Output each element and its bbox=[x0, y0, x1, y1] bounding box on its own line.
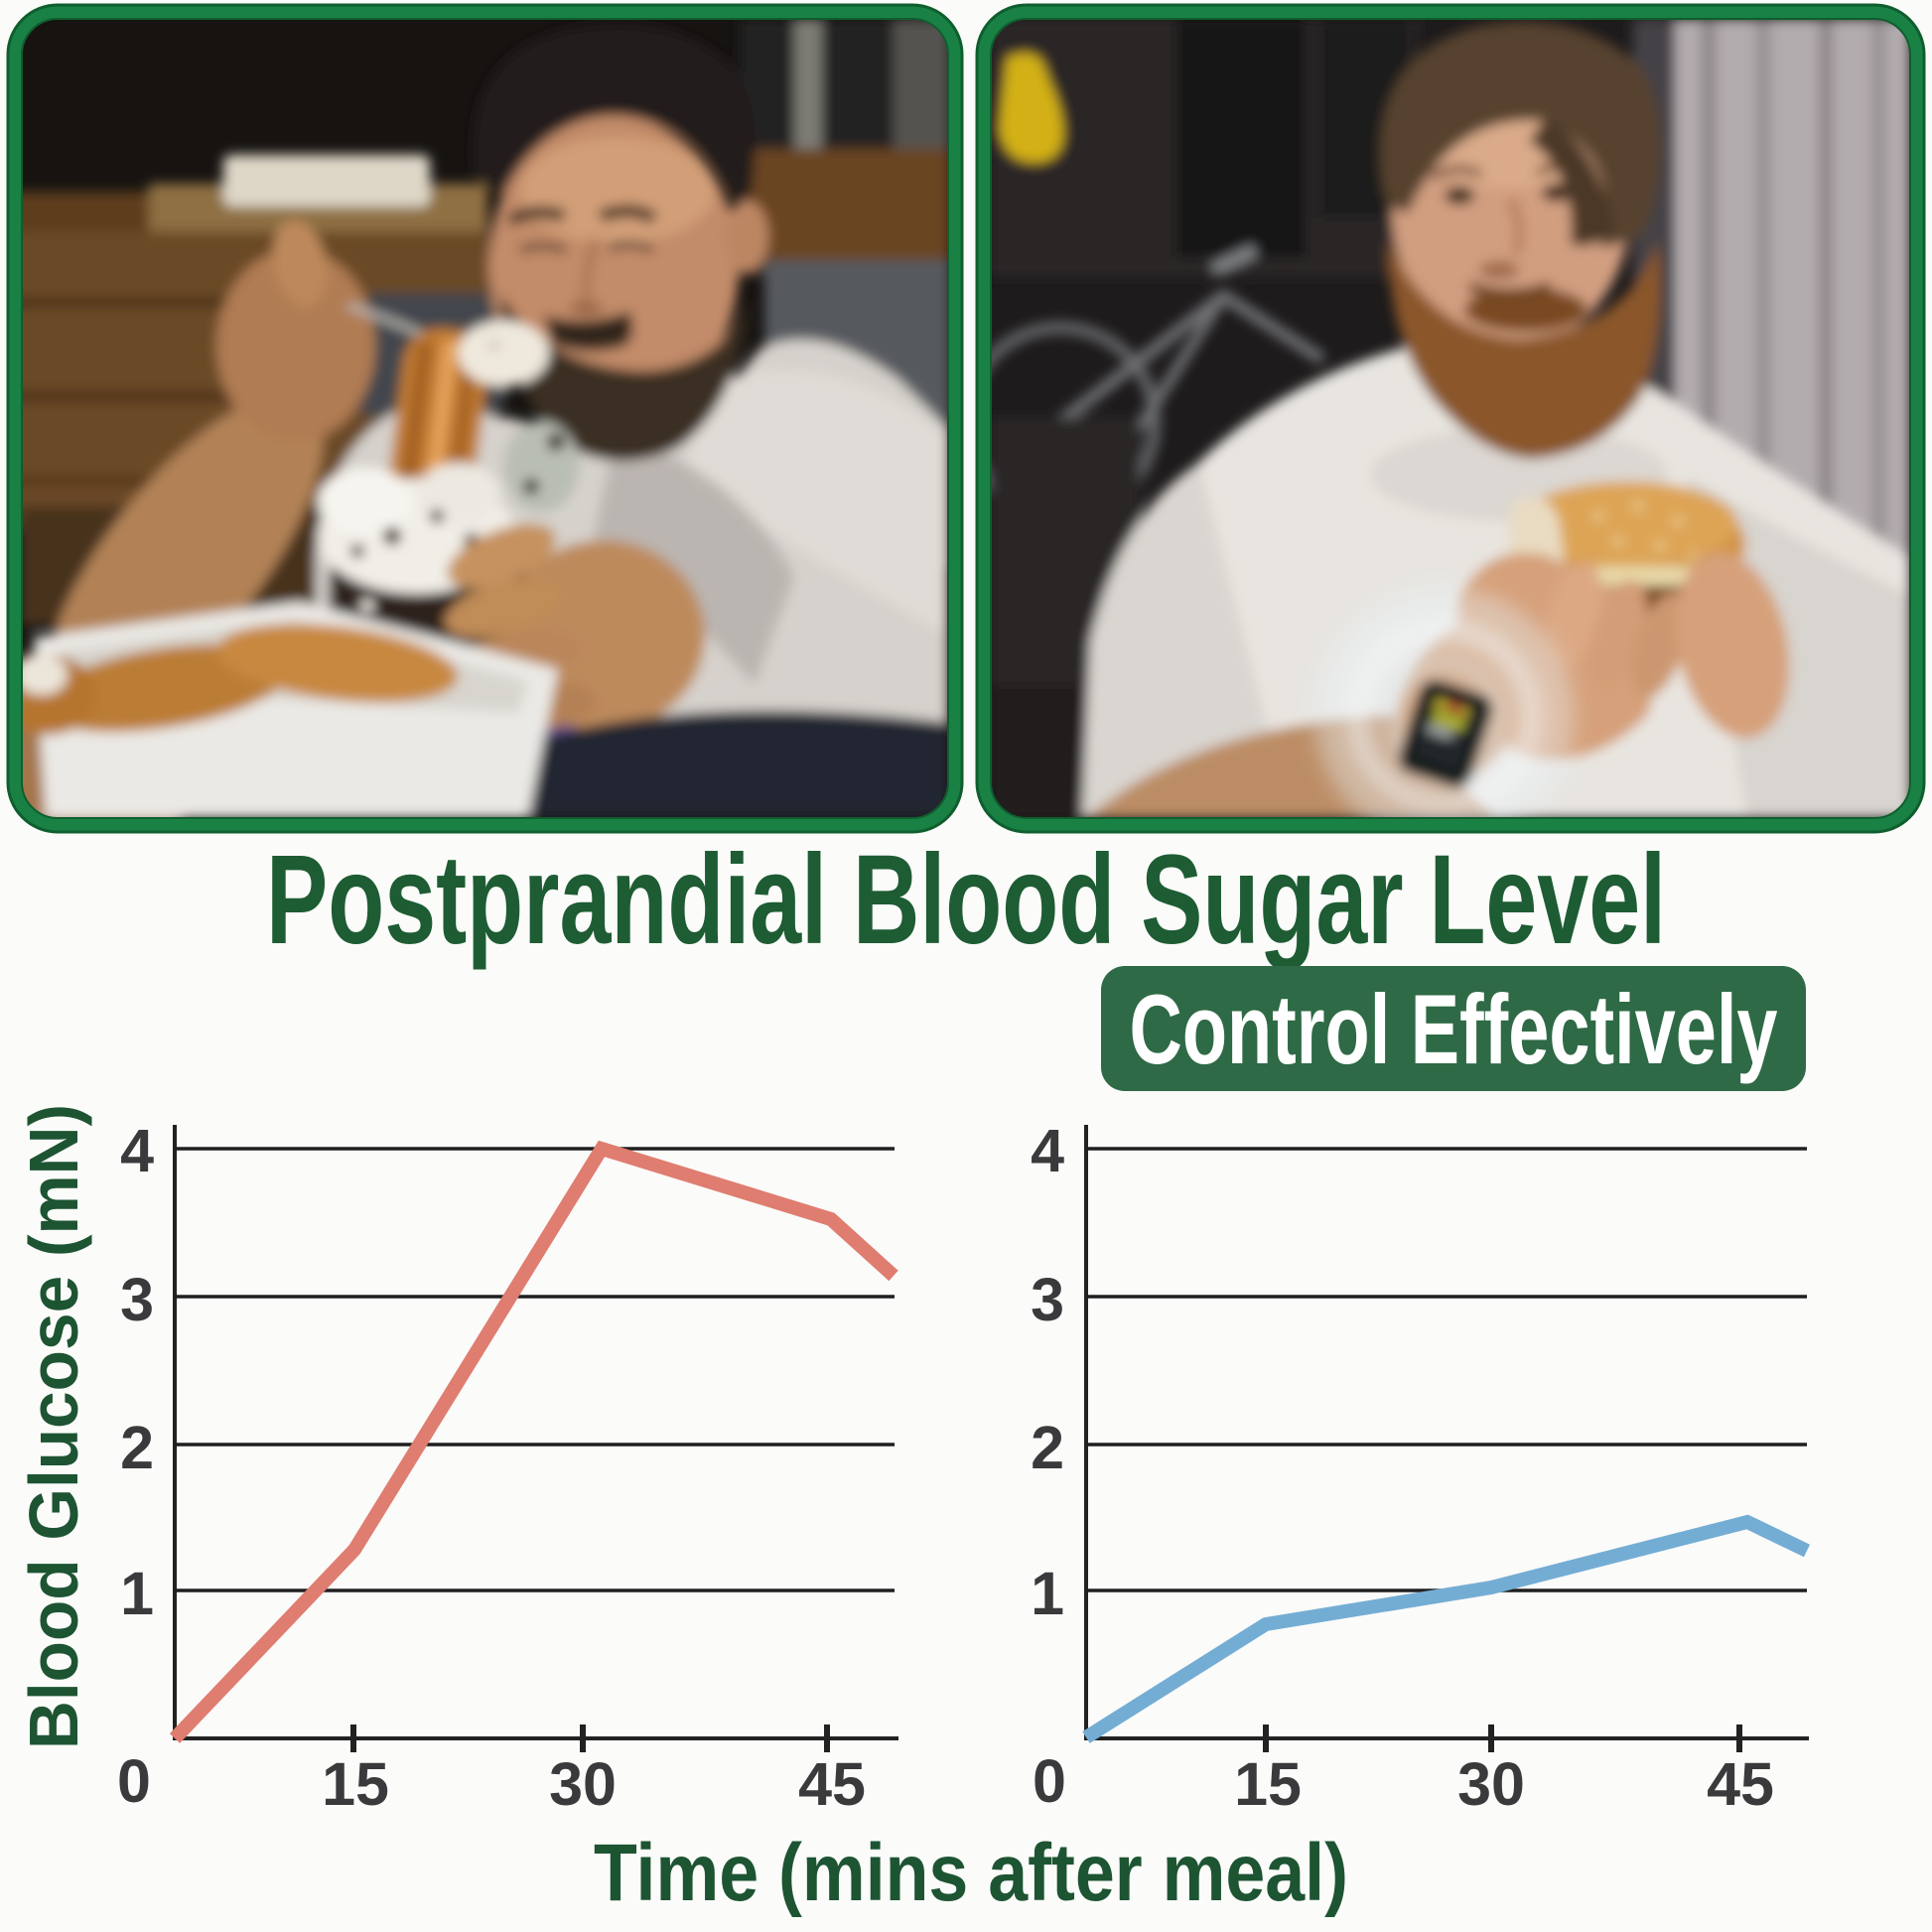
svg-text:3: 3 bbox=[120, 1266, 154, 1333]
svg-text:Blood Glucose (mN): Blood Glucose (mN) bbox=[15, 1104, 92, 1749]
svg-text:Control Effectively: Control Effectively bbox=[1130, 974, 1778, 1084]
svg-text:Postprandial Blood Sugar Level: Postprandial Blood Sugar Level bbox=[266, 829, 1666, 971]
svg-text:15: 15 bbox=[1234, 1750, 1302, 1818]
svg-text:45: 45 bbox=[798, 1750, 866, 1818]
svg-text:2: 2 bbox=[1031, 1414, 1064, 1481]
svg-text:0: 0 bbox=[1033, 1747, 1066, 1815]
svg-text:4: 4 bbox=[120, 1117, 154, 1184]
svg-text:Time (mins after meal): Time (mins after meal) bbox=[594, 1828, 1348, 1918]
svg-text:30: 30 bbox=[1457, 1750, 1525, 1818]
svg-text:4: 4 bbox=[1031, 1117, 1064, 1184]
svg-text:2: 2 bbox=[120, 1414, 154, 1481]
svg-text:0: 0 bbox=[117, 1747, 151, 1815]
svg-text:1: 1 bbox=[120, 1560, 154, 1627]
svg-text:15: 15 bbox=[322, 1750, 389, 1818]
svg-text:1: 1 bbox=[1031, 1560, 1064, 1627]
svg-text:45: 45 bbox=[1707, 1750, 1774, 1818]
svg-text:30: 30 bbox=[549, 1750, 617, 1818]
svg-text:3: 3 bbox=[1031, 1266, 1064, 1333]
